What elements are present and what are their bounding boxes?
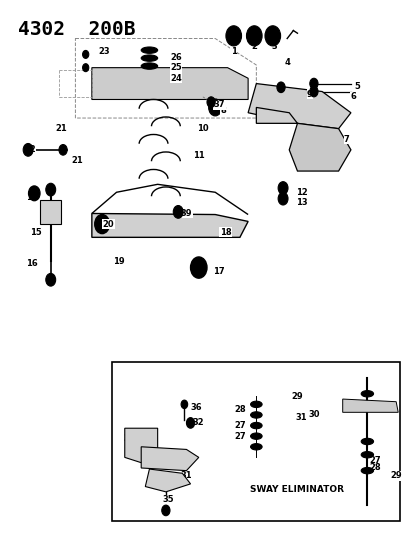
- Ellipse shape: [268, 31, 276, 41]
- Text: 9: 9: [306, 90, 312, 99]
- Circle shape: [46, 183, 55, 196]
- Circle shape: [23, 143, 33, 156]
- Text: 4: 4: [284, 58, 290, 67]
- Text: 7: 7: [343, 135, 349, 144]
- Bar: [112, 362, 399, 521]
- Text: 15: 15: [31, 228, 42, 237]
- Ellipse shape: [141, 63, 157, 69]
- Text: 36: 36: [190, 402, 202, 411]
- Ellipse shape: [360, 467, 373, 474]
- Text: 29: 29: [389, 471, 401, 480]
- Text: 10: 10: [197, 124, 208, 133]
- Circle shape: [59, 144, 67, 155]
- Circle shape: [173, 206, 183, 218]
- Text: 30: 30: [307, 410, 319, 419]
- Ellipse shape: [141, 47, 157, 53]
- Ellipse shape: [250, 31, 257, 41]
- Ellipse shape: [83, 51, 88, 59]
- Circle shape: [161, 505, 170, 516]
- Text: 27: 27: [233, 432, 245, 441]
- Ellipse shape: [250, 422, 261, 429]
- Ellipse shape: [250, 433, 261, 439]
- Text: 17: 17: [213, 268, 225, 276]
- Text: 14: 14: [26, 193, 38, 202]
- Ellipse shape: [360, 401, 373, 408]
- Circle shape: [208, 99, 221, 116]
- Text: 12: 12: [295, 188, 307, 197]
- Text: 33: 33: [156, 458, 167, 467]
- Text: 5: 5: [353, 82, 359, 91]
- Bar: [40, 200, 61, 224]
- Ellipse shape: [360, 451, 373, 458]
- Ellipse shape: [144, 49, 154, 52]
- Text: 27: 27: [369, 456, 380, 465]
- Polygon shape: [256, 108, 297, 123]
- Circle shape: [46, 273, 55, 286]
- Ellipse shape: [144, 64, 154, 68]
- Ellipse shape: [250, 401, 261, 408]
- Polygon shape: [289, 123, 350, 171]
- Ellipse shape: [83, 63, 88, 71]
- Ellipse shape: [360, 391, 373, 397]
- Text: 31: 31: [295, 413, 306, 422]
- Text: 6: 6: [349, 92, 355, 101]
- Text: 18: 18: [219, 228, 231, 237]
- Polygon shape: [247, 84, 350, 128]
- Text: 23: 23: [98, 47, 110, 56]
- Polygon shape: [124, 428, 157, 463]
- Circle shape: [309, 86, 317, 97]
- Circle shape: [276, 82, 285, 93]
- Text: 11: 11: [192, 151, 204, 160]
- Text: 34: 34: [123, 434, 134, 443]
- Text: 29: 29: [291, 392, 303, 401]
- Circle shape: [190, 257, 206, 278]
- Circle shape: [28, 186, 40, 201]
- Text: 39: 39: [180, 209, 192, 218]
- Text: 28: 28: [369, 464, 380, 472]
- Text: 27: 27: [233, 421, 245, 430]
- Text: 32: 32: [192, 418, 204, 427]
- Text: 28: 28: [233, 405, 245, 414]
- Text: 8: 8: [220, 106, 226, 115]
- Ellipse shape: [250, 443, 261, 450]
- Text: 19: 19: [112, 257, 124, 265]
- Text: 25: 25: [170, 63, 182, 72]
- Circle shape: [206, 97, 215, 108]
- Text: 22: 22: [24, 146, 36, 155]
- Ellipse shape: [225, 26, 241, 46]
- Text: 35: 35: [162, 495, 173, 504]
- Text: 1: 1: [230, 47, 236, 56]
- Ellipse shape: [141, 55, 157, 61]
- Text: 16: 16: [26, 260, 38, 268]
- Ellipse shape: [246, 26, 261, 46]
- Ellipse shape: [264, 26, 280, 46]
- Polygon shape: [92, 68, 247, 100]
- Text: 24: 24: [170, 74, 182, 83]
- Ellipse shape: [144, 56, 154, 60]
- Polygon shape: [141, 447, 198, 471]
- Text: 26: 26: [170, 53, 182, 62]
- Text: SWAY ELIMINATOR: SWAY ELIMINATOR: [250, 484, 344, 494]
- Text: 21: 21: [55, 124, 67, 133]
- Text: 20: 20: [102, 220, 114, 229]
- Text: 3: 3: [271, 42, 277, 51]
- Circle shape: [278, 182, 287, 195]
- Ellipse shape: [250, 412, 261, 418]
- Circle shape: [186, 418, 194, 428]
- Circle shape: [95, 215, 109, 233]
- Text: 37: 37: [213, 100, 225, 109]
- Text: 2: 2: [251, 42, 256, 51]
- Polygon shape: [92, 214, 247, 237]
- Ellipse shape: [360, 438, 373, 445]
- Circle shape: [309, 78, 317, 89]
- Polygon shape: [145, 469, 190, 492]
- Text: 4302  200B: 4302 200B: [18, 20, 135, 39]
- Circle shape: [180, 400, 187, 409]
- Circle shape: [278, 192, 287, 205]
- Text: 21: 21: [71, 156, 83, 165]
- Text: 31: 31: [180, 471, 192, 480]
- Polygon shape: [342, 399, 397, 413]
- Ellipse shape: [230, 31, 237, 41]
- Text: 13: 13: [295, 198, 306, 207]
